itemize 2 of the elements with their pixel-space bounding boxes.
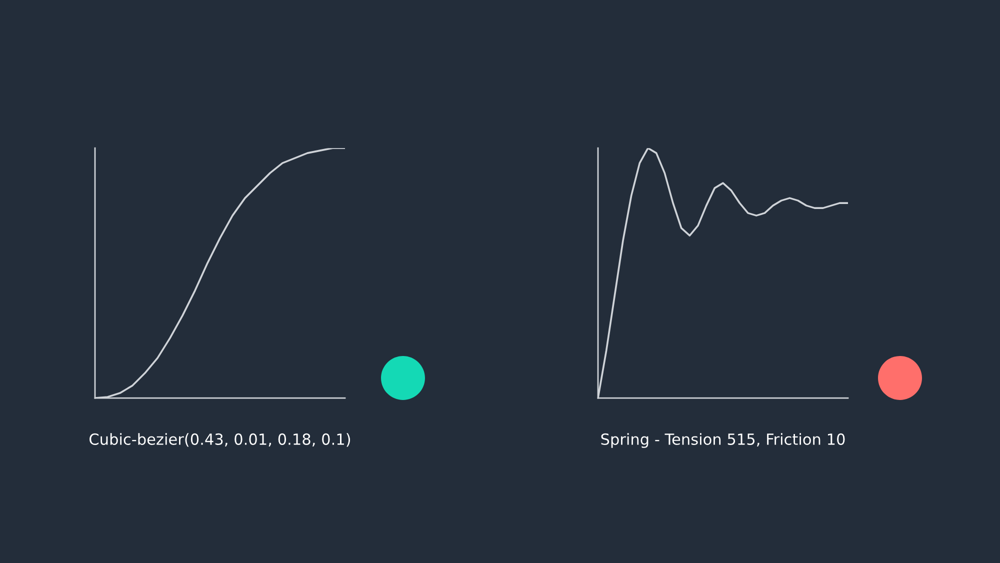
text: Cubic-bezier(0.43, 0.01, 0.18, 0.1) [90,433,350,447]
text: Spring - Tension 515, Friction 10 [601,433,845,448]
